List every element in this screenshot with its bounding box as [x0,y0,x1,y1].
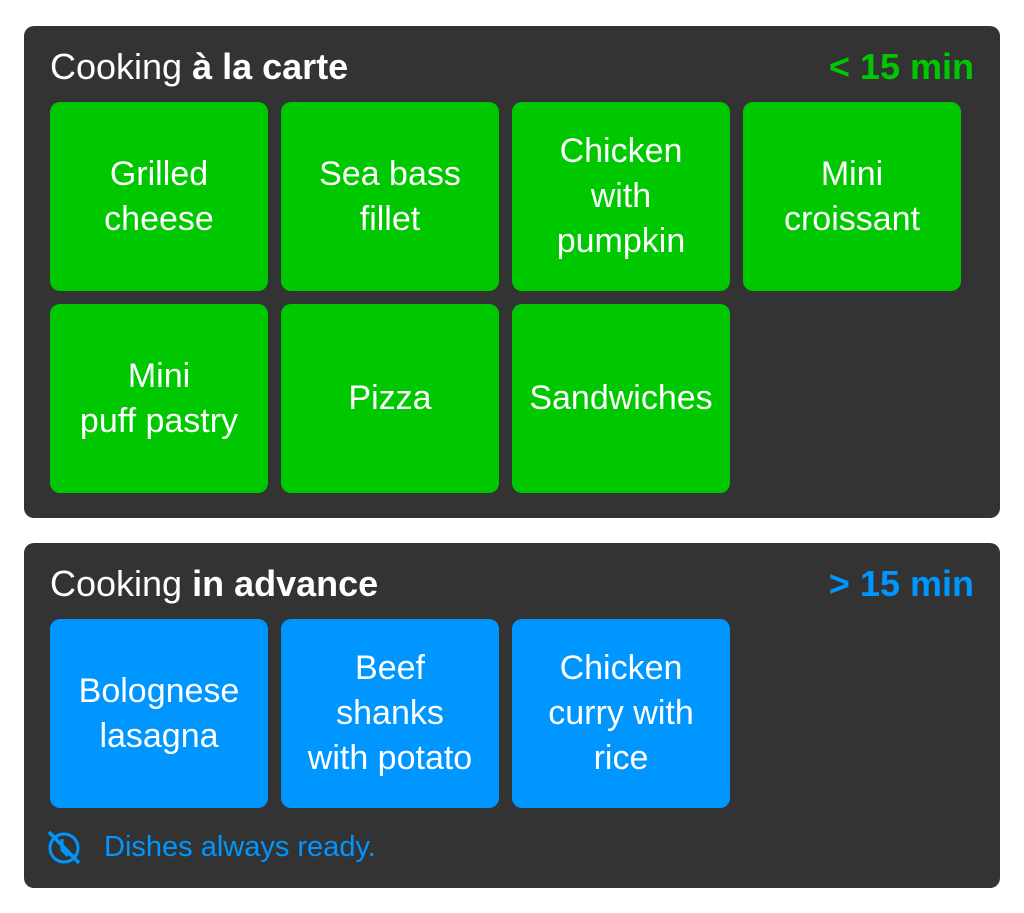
dish-tile[interactable]: Beef shanks with potato [281,619,499,808]
footer-text: Dishes always ready. [104,830,376,863]
section-title: Cooking in advance [50,563,378,605]
dish-tile[interactable]: Bolognese lasagna [50,619,268,808]
dish-grid: Grilled cheese Sea bass fillet Chicken wit… [50,102,961,493]
a-la-carte-panel: Cooking à la carte < 15 min Grilled chee… [24,26,1000,518]
dish-tile[interactable]: Chicken curry with rice [512,619,730,808]
title-prefix: Cooking [50,46,193,87]
no-clock-icon [47,830,81,865]
title-bold: in advance [192,563,379,604]
in-advance-panel: Cooking in advance > 15 min Bolognese la… [24,543,1000,888]
time-badge: > 15 min [828,563,974,604]
dish-tile[interactable]: Mini croissant [743,102,961,291]
dish-tile[interactable]: Sea bass fillet [281,102,499,291]
dish-tile[interactable]: Mini puff pastry [50,304,268,493]
time-badge: < 15 min [828,46,974,87]
footer-note: Dishes always ready. [46,829,376,865]
section-title: Cooking à la carte [50,46,348,88]
dish-tile[interactable]: Sandwiches [512,304,730,493]
title-bold: à la carte [192,46,349,87]
dish-tile[interactable]: Grilled cheese [50,102,268,291]
dish-tile[interactable]: Chicken with pumpkin [512,102,730,291]
dish-grid: Bolognese lasagna Beef shanks with potato… [50,619,961,808]
title-prefix: Cooking [50,563,193,604]
dish-tile[interactable]: Pizza [281,304,499,493]
